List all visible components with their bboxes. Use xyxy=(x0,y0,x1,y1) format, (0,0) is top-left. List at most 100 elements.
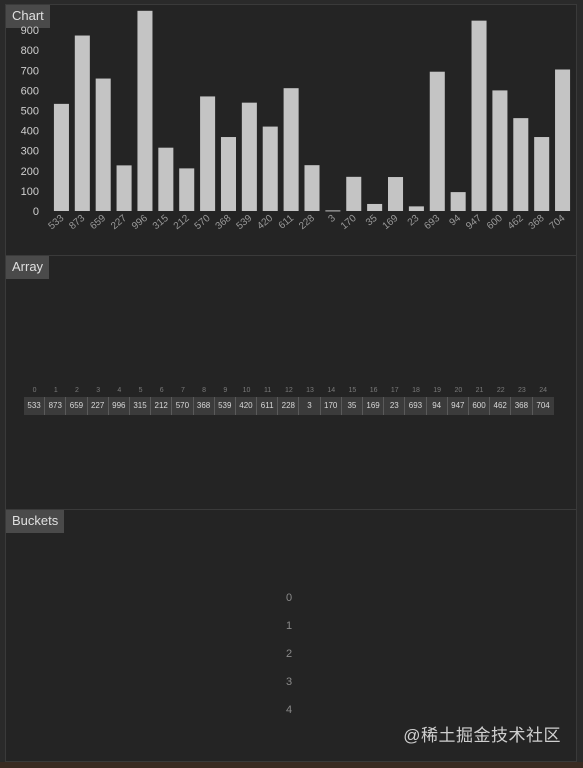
array-index: 14 xyxy=(321,385,342,397)
array-value: 996 xyxy=(109,397,130,415)
y-tick-label: 600 xyxy=(21,85,39,97)
x-tick-label: 659 xyxy=(88,213,108,232)
x-tick-label: 600 xyxy=(485,213,505,232)
array-value: 3 xyxy=(299,397,320,415)
x-tick-label: 420 xyxy=(255,213,275,232)
array-cell: 21 600 xyxy=(469,385,490,415)
array-cell: 8 368 xyxy=(194,385,215,415)
x-tick-label: 212 xyxy=(172,213,192,232)
array-index: 18 xyxy=(405,385,426,397)
x-tick-label: 570 xyxy=(193,213,213,232)
buckets-panel-title: Buckets xyxy=(6,510,64,533)
array-index: 22 xyxy=(490,385,511,397)
bar-17 xyxy=(409,206,424,211)
footer-strip xyxy=(0,762,583,768)
bar-15 xyxy=(367,204,382,211)
array-cell: 4 996 xyxy=(109,385,130,415)
array-value: 169 xyxy=(363,397,384,415)
array-value: 611 xyxy=(257,397,278,415)
array-cell: 22 462 xyxy=(490,385,511,415)
array-value: 228 xyxy=(278,397,299,415)
y-tick-label: 500 xyxy=(21,106,39,118)
array-panel: Array 0 533 1 873 2 659 3 227 4 996 5 315 6 212 7 570 8 3… xyxy=(6,256,576,510)
array-value: 212 xyxy=(151,397,172,415)
bar-5 xyxy=(158,148,173,211)
x-tick-label: 533 xyxy=(47,213,67,232)
array-cell: 9 539 xyxy=(215,385,236,415)
array-cell: 13 3 xyxy=(299,385,320,415)
bucket-label: 2 xyxy=(286,646,292,674)
y-tick-label: 200 xyxy=(21,166,39,178)
x-tick-label: 873 xyxy=(67,213,87,232)
x-tick-label: 3 xyxy=(326,213,338,225)
array-value: 462 xyxy=(490,397,511,415)
y-tick-label: 900 xyxy=(21,25,39,37)
array-value: 704 xyxy=(533,397,554,415)
array-cell: 12 228 xyxy=(278,385,299,415)
array-cell: 11 611 xyxy=(257,385,278,415)
array-index: 17 xyxy=(384,385,405,397)
array-index: 16 xyxy=(363,385,384,397)
array-index: 8 xyxy=(194,385,215,397)
bar-7 xyxy=(200,96,215,211)
array-value: 227 xyxy=(88,397,109,415)
x-tick-label: 169 xyxy=(381,213,401,232)
array-value: 35 xyxy=(342,397,363,415)
bar-11 xyxy=(284,88,299,211)
array-cell: 1 873 xyxy=(45,385,66,415)
array-index: 21 xyxy=(469,385,490,397)
x-tick-label: 315 xyxy=(151,213,171,232)
x-tick-label: 227 xyxy=(109,213,129,232)
bar-14 xyxy=(346,177,361,211)
array-index: 4 xyxy=(109,385,130,397)
array-value: 600 xyxy=(469,397,490,415)
array-value: 420 xyxy=(236,397,257,415)
array-cell: 20 947 xyxy=(448,385,469,415)
x-tick-label: 704 xyxy=(548,213,568,232)
bar-0 xyxy=(54,104,69,211)
bar-6 xyxy=(179,168,194,211)
array-index: 11 xyxy=(257,385,278,397)
array-cell: 5 315 xyxy=(130,385,151,415)
array-cell: 10 420 xyxy=(236,385,257,415)
array-value: 659 xyxy=(66,397,87,415)
y-tick-label: 0 xyxy=(33,206,39,218)
bucket-label: 0 xyxy=(286,590,292,618)
array-row: 0 533 1 873 2 659 3 227 4 996 5 315 6 212 7 570 8 368 9 539… xyxy=(24,385,554,415)
x-tick-label: 23 xyxy=(406,213,422,229)
array-index: 23 xyxy=(511,385,532,397)
y-tick-label: 800 xyxy=(21,45,39,57)
x-tick-label: 94 xyxy=(447,213,463,229)
y-tick-label: 100 xyxy=(21,186,39,198)
x-tick-label: 693 xyxy=(422,213,442,232)
array-cell: 24 704 xyxy=(533,385,554,415)
array-cell: 7 570 xyxy=(172,385,193,415)
array-value: 539 xyxy=(215,397,236,415)
bar-16 xyxy=(388,177,403,211)
array-value: 315 xyxy=(130,397,151,415)
chart-panel: Chart 0 100 200 300 400 500 600 700 800 900 533 873… xyxy=(6,5,576,256)
array-index: 15 xyxy=(342,385,363,397)
bar-8 xyxy=(221,137,236,211)
array-value: 693 xyxy=(405,397,426,415)
array-cell: 15 35 xyxy=(342,385,363,415)
array-index: 19 xyxy=(427,385,448,397)
bar-23 xyxy=(534,137,549,211)
bucket-label: 4 xyxy=(286,702,292,730)
bar-21 xyxy=(492,90,507,211)
bar-12 xyxy=(304,165,319,211)
array-value: 170 xyxy=(321,397,342,415)
bucket-list: 01234 xyxy=(286,590,292,730)
bucket-label: 3 xyxy=(286,674,292,702)
bar-22 xyxy=(513,118,528,211)
array-cell: 0 533 xyxy=(24,385,45,415)
x-tick-label: 228 xyxy=(297,213,317,232)
bar-1 xyxy=(75,36,90,211)
bar-2 xyxy=(96,79,111,211)
array-cell: 14 170 xyxy=(321,385,342,415)
bar-18 xyxy=(430,72,445,211)
array-index: 24 xyxy=(533,385,554,397)
bar-chart: 0 100 200 300 400 500 600 700 800 900 533 873 659 227… xyxy=(6,5,576,255)
array-index: 9 xyxy=(215,385,236,397)
x-tick-label: 35 xyxy=(364,213,380,229)
